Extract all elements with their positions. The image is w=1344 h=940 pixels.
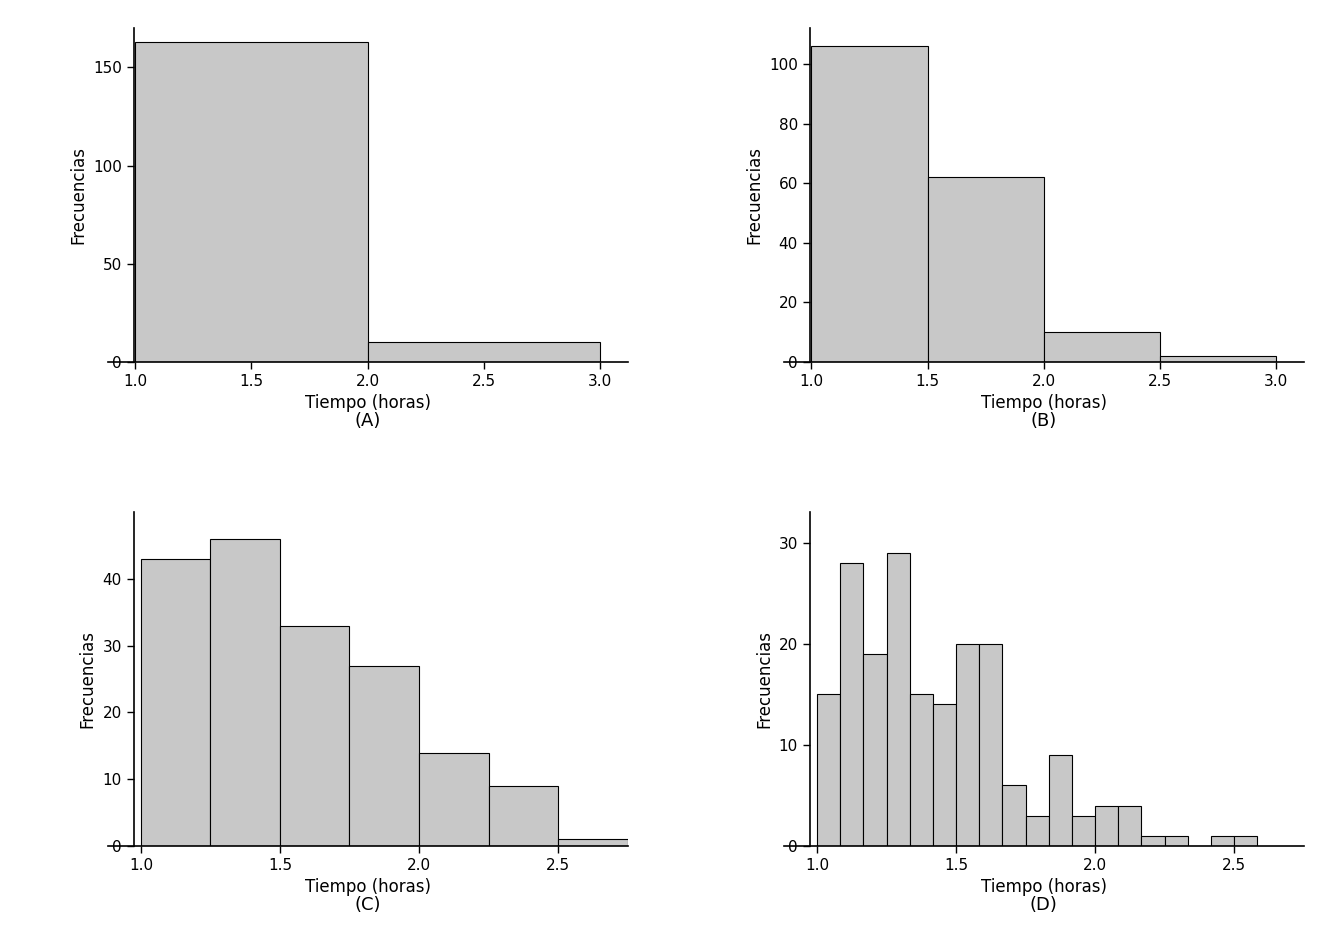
Bar	[927, 178, 1044, 362]
Bar	[887, 553, 910, 846]
Bar	[1048, 755, 1073, 846]
Text: (B): (B)	[1031, 412, 1056, 431]
Bar	[136, 42, 367, 362]
Bar	[817, 695, 840, 846]
Bar	[840, 563, 863, 846]
Bar	[1003, 785, 1025, 846]
Bar	[933, 704, 956, 846]
Bar	[1025, 816, 1048, 846]
Bar	[1211, 836, 1234, 846]
X-axis label: Tiempo (horas): Tiempo (horas)	[981, 878, 1106, 897]
Bar	[211, 539, 280, 846]
X-axis label: Tiempo (horas): Tiempo (horas)	[981, 395, 1106, 413]
Bar	[910, 695, 933, 846]
Bar	[1141, 836, 1165, 846]
Bar	[1073, 816, 1095, 846]
Bar	[956, 644, 980, 846]
X-axis label: Tiempo (horas): Tiempo (horas)	[305, 395, 430, 413]
Bar	[141, 559, 211, 846]
Text: (D): (D)	[1030, 896, 1058, 914]
Y-axis label: Frecuencias: Frecuencias	[70, 146, 87, 244]
Text: (A): (A)	[355, 412, 380, 431]
X-axis label: Tiempo (horas): Tiempo (horas)	[305, 878, 430, 897]
Bar	[1044, 332, 1160, 362]
Y-axis label: Frecuencias: Frecuencias	[755, 630, 773, 728]
Bar	[558, 839, 628, 846]
Bar	[863, 654, 887, 846]
Bar	[1234, 836, 1258, 846]
Bar	[488, 786, 558, 846]
Text: (C): (C)	[355, 896, 380, 914]
Bar	[349, 666, 419, 846]
Bar	[812, 46, 927, 362]
Y-axis label: Frecuencias: Frecuencias	[746, 146, 763, 244]
Bar	[1118, 806, 1141, 846]
Bar	[1095, 806, 1118, 846]
Bar	[1165, 836, 1188, 846]
Bar	[367, 342, 599, 362]
Bar	[419, 753, 488, 846]
Y-axis label: Frecuencias: Frecuencias	[79, 630, 97, 728]
Bar	[280, 626, 349, 846]
Bar	[1160, 356, 1275, 362]
Bar	[980, 644, 1003, 846]
